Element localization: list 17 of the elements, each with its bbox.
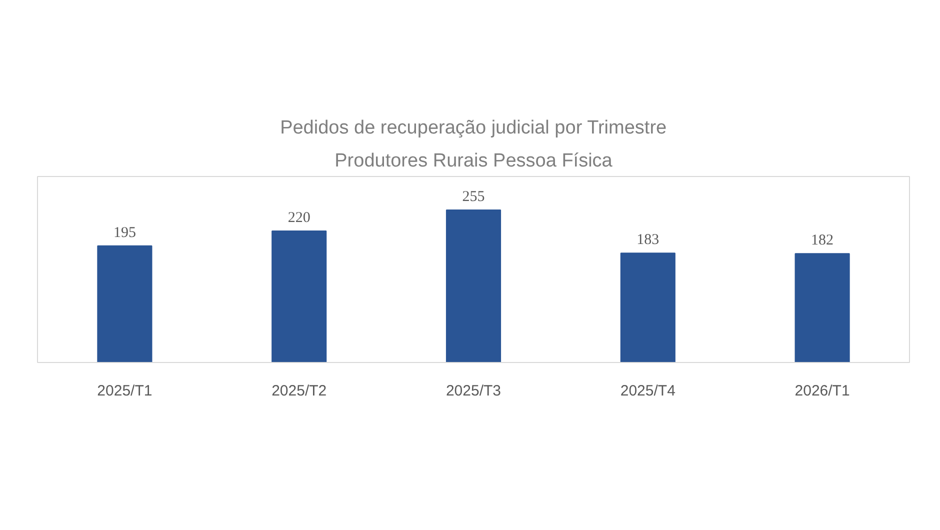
chart-title: Pedidos de recuperação judicial por Trimestre (280, 118, 667, 138)
bar (446, 210, 502, 362)
chart-subtitle: Produtores Rurais Pessoa Física (334, 150, 613, 172)
x-tick-label: 2025/T1 (97, 382, 152, 400)
data-label: 220 (288, 210, 310, 226)
data-label: 182 (811, 232, 834, 249)
bar (272, 230, 327, 362)
x-tick-label: 2025/T4 (620, 382, 676, 400)
data-label: 183 (636, 232, 660, 248)
x-tick-label: 2025/T3 (446, 382, 502, 400)
data-label: 255 (462, 189, 485, 206)
x-tick-label: 2026/T1 (794, 382, 850, 400)
x-tick-label: 2025/T2 (272, 382, 327, 400)
bar (794, 253, 850, 362)
bar (620, 252, 676, 362)
data-label: 195 (113, 224, 136, 241)
bar (97, 245, 152, 362)
